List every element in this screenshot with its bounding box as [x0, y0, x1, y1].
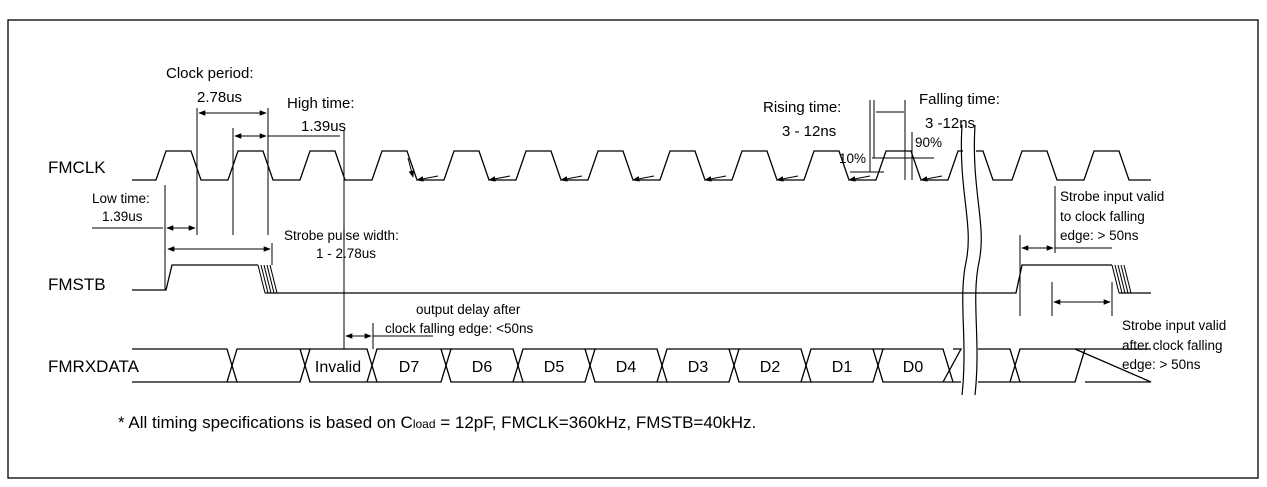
footnote: * All timing specifications is based on … [118, 413, 756, 432]
fmclk-waveform [132, 150, 963, 181]
fmstb-label: FMSTB [48, 275, 106, 294]
output-delay-line1: output delay after [416, 302, 521, 317]
output-delay-line2: clock falling edge: <50ns [385, 321, 533, 336]
low-time-value: 1.39us [102, 209, 143, 224]
high-time-label: High time: [287, 95, 355, 112]
diagram-frame [7, 19, 1259, 479]
data-cell-d6: D6 [472, 359, 493, 376]
high-time-value: 1.39us [301, 118, 346, 135]
fmclk-waveform-cont [976, 150, 1151, 181]
footnote-subscript: load [413, 417, 436, 431]
pct-90-label: 90% [915, 135, 942, 150]
fmrxdata-label: FMRXDATA [48, 357, 140, 376]
rising-time-value: 3 - 12ns [782, 123, 836, 140]
hold-line3: edge: > 50ns [1122, 357, 1201, 372]
setup-line3: edge: > 50ns [1060, 228, 1139, 243]
setup-line1: Strobe input valid [1060, 189, 1164, 204]
data-cell-d7: D7 [399, 359, 420, 376]
data-cell-d2: D2 [760, 359, 781, 376]
hold-line1: Strobe input valid [1122, 318, 1226, 333]
fmstb-low-segment [265, 264, 1112, 294]
falling-time-value: 3 -12ns [925, 115, 975, 132]
fmstb-waveform [132, 264, 258, 291]
rising-time-label: Rising time: [763, 99, 841, 116]
data-cell-d1: D1 [832, 359, 853, 376]
pct-10-label: 10% [839, 151, 866, 166]
setup-line2: to clock falling [1060, 209, 1145, 224]
fmclk-falling-edge-arrows [407, 157, 943, 182]
hold-line2: after clock falling [1122, 338, 1223, 353]
fmclk-label: FMCLK [48, 158, 106, 177]
footnote-suffix: = 12pF, FMCLK=360kHz, FMSTB=40kHz. [436, 413, 757, 432]
data-cell-d3: D3 [688, 359, 709, 376]
strobe-width-value: 1 - 2.78us [316, 246, 376, 261]
strobe-width-label: Strobe pulse width: [284, 228, 399, 243]
clock-period-value: 2.78us [197, 89, 242, 106]
time-break-marks [960, 124, 982, 396]
fmrxdata-bus [132, 348, 1152, 383]
fmstb-jitter-lines-2 [1111, 264, 1132, 294]
falling-time-label: Falling time: [919, 91, 1000, 108]
fmstb-jitter-lines-1 [257, 264, 278, 294]
data-cell-invalid: Invalid [315, 359, 361, 376]
data-cell-d0: D0 [903, 359, 924, 376]
clock-period-label: Clock period: [166, 65, 254, 82]
footnote-prefix: * All timing specifications is based on … [118, 413, 413, 432]
low-time-label: Low time: [92, 191, 150, 206]
data-cell-d5: D5 [544, 359, 565, 376]
data-cell-d4: D4 [616, 359, 637, 376]
